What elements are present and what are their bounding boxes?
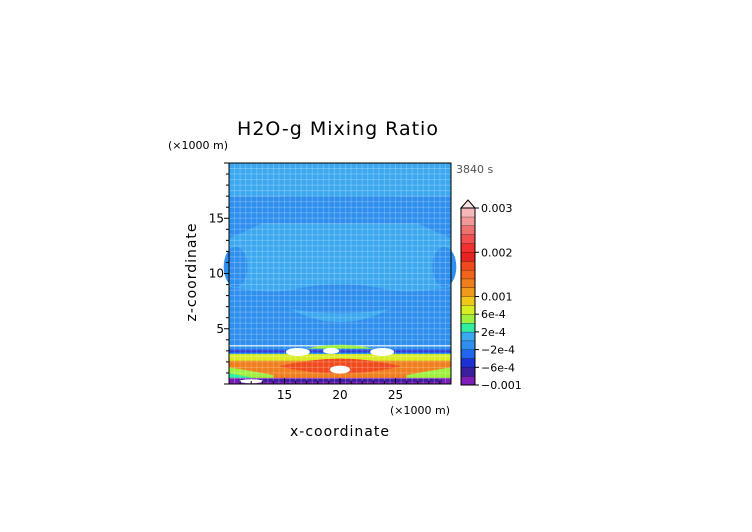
x-tick-label: 20	[332, 388, 347, 402]
colorbar-swatch	[461, 252, 475, 262]
field-contour	[412, 220, 451, 239]
y-tick-label: 5	[216, 322, 224, 336]
field-contour	[229, 372, 257, 379]
x-tick-label: 15	[277, 388, 292, 402]
field-contour	[223, 246, 248, 287]
colorbar-swatch	[461, 225, 475, 235]
colorbar-swatch	[461, 261, 475, 270]
x-axis: 15 20 25	[228, 378, 452, 402]
y-unit-label: (×1000 m)	[168, 139, 228, 152]
colorbar: 0.003 0.002 0.001 6e-4 2e-4 −2e-4 −6e-4 −0.001	[459, 199, 522, 392]
y-axis-label: z-coordinate	[184, 222, 200, 321]
colorbar-swatch	[461, 376, 475, 385]
colorbar-swatch	[461, 243, 475, 253]
colorbar-swatch	[461, 269, 475, 279]
x-unit-label: (×1000 m)	[390, 404, 450, 417]
colorbar-swatch	[461, 234, 475, 244]
field-layer-3	[229, 301, 451, 346]
colorbar-swatch	[461, 216, 475, 226]
field-contour	[285, 347, 310, 356]
colorbar-tick-label: −2e-4	[481, 344, 515, 357]
colorbar-tick-label: 0.002	[481, 246, 513, 259]
field-contour	[229, 220, 268, 239]
field-contour	[432, 246, 457, 287]
colorbar-tick-label: 0.003	[481, 202, 513, 215]
colorbar-swatch	[461, 323, 475, 332]
field-contour	[229, 349, 451, 353]
field-contour	[323, 347, 340, 354]
field-contour	[229, 283, 451, 303]
colorbar-swatch	[461, 287, 475, 297]
colorbar-swatch	[461, 340, 475, 350]
grid-lines	[228, 162, 452, 385]
colorbar-swatch	[461, 358, 475, 368]
y-tick-label: 10	[209, 267, 224, 281]
field-contour	[284, 196, 396, 204]
y-axis: 5 10 15	[209, 162, 229, 385]
colorbar-tick-label: 0.001	[481, 291, 513, 304]
colorbar-swatch	[461, 278, 475, 288]
colorbar-swatch	[461, 296, 475, 306]
colorbar-swatch	[461, 314, 475, 324]
field-contour	[229, 354, 451, 361]
colorbar-tick-label: 2e-4	[481, 326, 506, 339]
colorbar-swatch	[461, 331, 475, 341]
colorbar-swatch	[461, 367, 475, 377]
field-contour	[330, 365, 350, 374]
colorbar-swatch	[461, 305, 475, 315]
field-contour	[406, 367, 451, 381]
field-contour	[306, 344, 374, 349]
colorbar-swatch	[461, 349, 475, 359]
time-label: 3840 s	[456, 163, 493, 176]
x-tick-label: 25	[388, 388, 403, 402]
colorbar-tick-label: −6e-4	[481, 361, 515, 374]
field-contour	[370, 347, 395, 356]
field-layer-0	[229, 163, 451, 197]
x-axis-label: x-coordinate	[290, 424, 390, 440]
colorbar-swatch	[461, 208, 475, 217]
colorbar-tick-label: −0.001	[481, 379, 522, 392]
colorbar-extend-triangle	[459, 199, 477, 209]
colorbar-tick-label: 6e-4	[481, 308, 506, 321]
field-contour	[290, 308, 390, 323]
chart-title: H2O-g Mixing Ratio	[237, 118, 439, 140]
y-tick-label: 15	[209, 211, 224, 225]
